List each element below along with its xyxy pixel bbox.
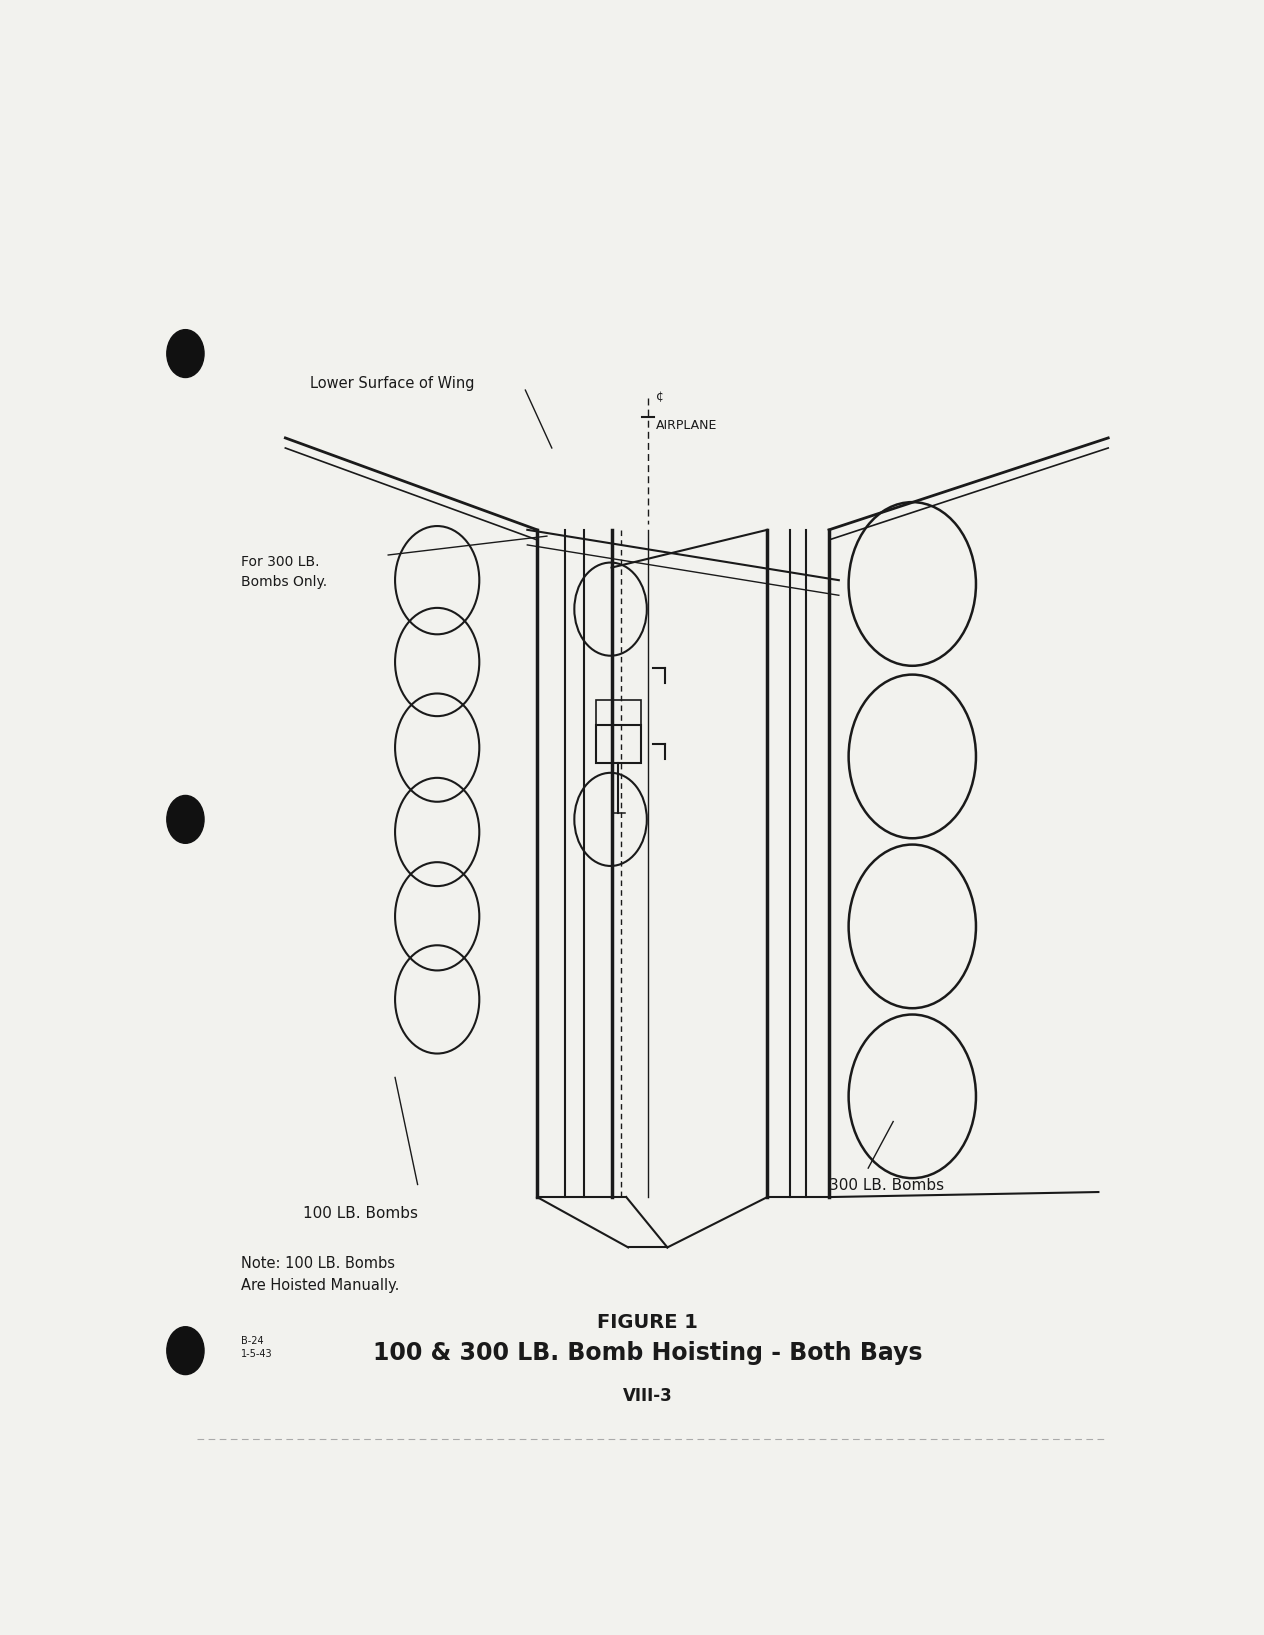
- Text: VIII-3: VIII-3: [623, 1386, 672, 1404]
- Text: AIRPLANE: AIRPLANE: [656, 419, 717, 432]
- Circle shape: [167, 1326, 204, 1375]
- Text: 100 & 300 LB. Bomb Hoisting - Both Bays: 100 & 300 LB. Bomb Hoisting - Both Bays: [373, 1341, 923, 1365]
- Text: 300 LB. Bombs: 300 LB. Bombs: [829, 1179, 944, 1194]
- Circle shape: [167, 796, 204, 844]
- Text: B-24
1-5-43: B-24 1-5-43: [241, 1336, 273, 1359]
- Circle shape: [167, 330, 204, 378]
- Text: ¢: ¢: [656, 389, 664, 402]
- Bar: [595, 724, 641, 762]
- Text: 100 LB. Bombs: 100 LB. Bombs: [303, 1207, 418, 1221]
- Text: FIGURE 1: FIGURE 1: [598, 1313, 698, 1333]
- Text: For 300 LB.
Bombs Only.: For 300 LB. Bombs Only.: [241, 554, 327, 589]
- Bar: [595, 700, 641, 724]
- Text: Note: 100 LB. Bombs
Are Hoisted Manually.: Note: 100 LB. Bombs Are Hoisted Manually…: [241, 1256, 399, 1293]
- Text: Lower Surface of Wing: Lower Surface of Wing: [310, 376, 474, 391]
